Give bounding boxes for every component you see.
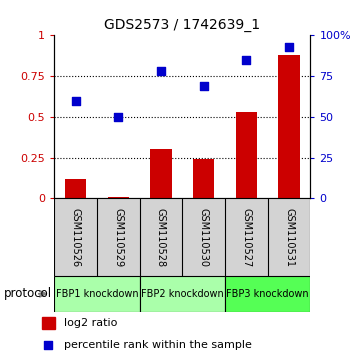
Bar — [140, 276, 225, 312]
Bar — [54, 276, 140, 312]
Text: FBP2 knockdown: FBP2 knockdown — [141, 289, 224, 299]
Bar — [236, 112, 257, 198]
Text: FBP1 knockdown: FBP1 knockdown — [56, 289, 138, 299]
Bar — [225, 276, 310, 312]
Bar — [65, 179, 86, 198]
Point — [115, 114, 121, 120]
Bar — [278, 55, 300, 198]
Bar — [42, 316, 55, 329]
Text: FBP3 knockdown: FBP3 knockdown — [226, 289, 309, 299]
Text: GSM110526: GSM110526 — [70, 207, 81, 267]
Point — [158, 68, 164, 74]
Text: GSM110529: GSM110529 — [113, 207, 123, 267]
Point — [243, 57, 249, 63]
Point — [45, 342, 51, 348]
Text: GSM110531: GSM110531 — [284, 208, 294, 267]
Bar — [150, 149, 171, 198]
Point — [73, 98, 78, 103]
Point — [286, 44, 292, 50]
Text: percentile rank within the sample: percentile rank within the sample — [64, 339, 251, 350]
Text: GSM110527: GSM110527 — [242, 207, 251, 267]
Text: log2 ratio: log2 ratio — [64, 318, 117, 327]
Text: GSM110530: GSM110530 — [199, 208, 209, 267]
Bar — [108, 196, 129, 198]
Text: protocol: protocol — [4, 287, 52, 300]
Bar — [193, 159, 214, 198]
Title: GDS2573 / 1742639_1: GDS2573 / 1742639_1 — [104, 18, 260, 32]
Point — [201, 83, 206, 89]
Text: GSM110528: GSM110528 — [156, 207, 166, 267]
